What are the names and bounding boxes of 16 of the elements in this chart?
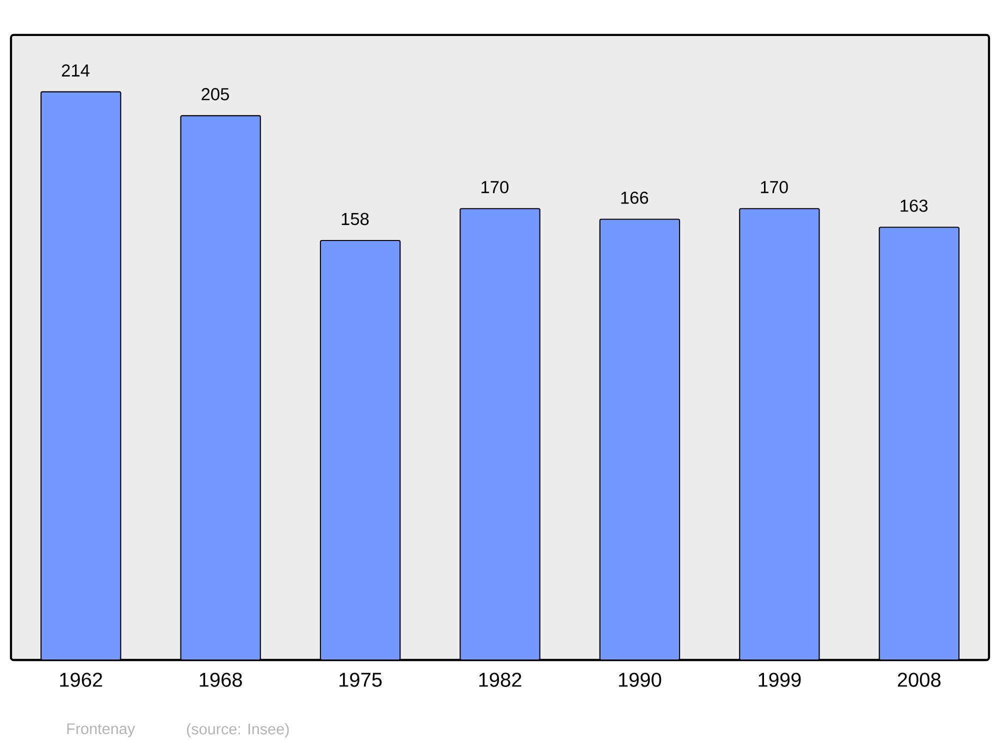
x-tick-label: 1990 xyxy=(618,672,662,687)
x-tick-label: 1999 xyxy=(758,672,801,687)
data-label: 214 xyxy=(62,64,90,76)
text: (source: Insee) xyxy=(186,723,289,738)
data-label: 170 xyxy=(760,180,788,194)
x-tick-label: 1968 xyxy=(200,672,242,687)
x-tick-label: 1962 xyxy=(60,672,102,687)
text: Frontenay xyxy=(67,723,136,738)
data-label: 205 xyxy=(202,88,229,100)
data-label: 170 xyxy=(482,180,508,194)
data-label: 158 xyxy=(342,212,369,226)
x-tick-label: 1982 xyxy=(479,672,522,687)
x-tick-label: 1975 xyxy=(340,672,382,687)
data-label: 163 xyxy=(900,200,928,212)
data-label: 166 xyxy=(621,192,648,204)
x-tick-label: 2008 xyxy=(898,672,941,687)
